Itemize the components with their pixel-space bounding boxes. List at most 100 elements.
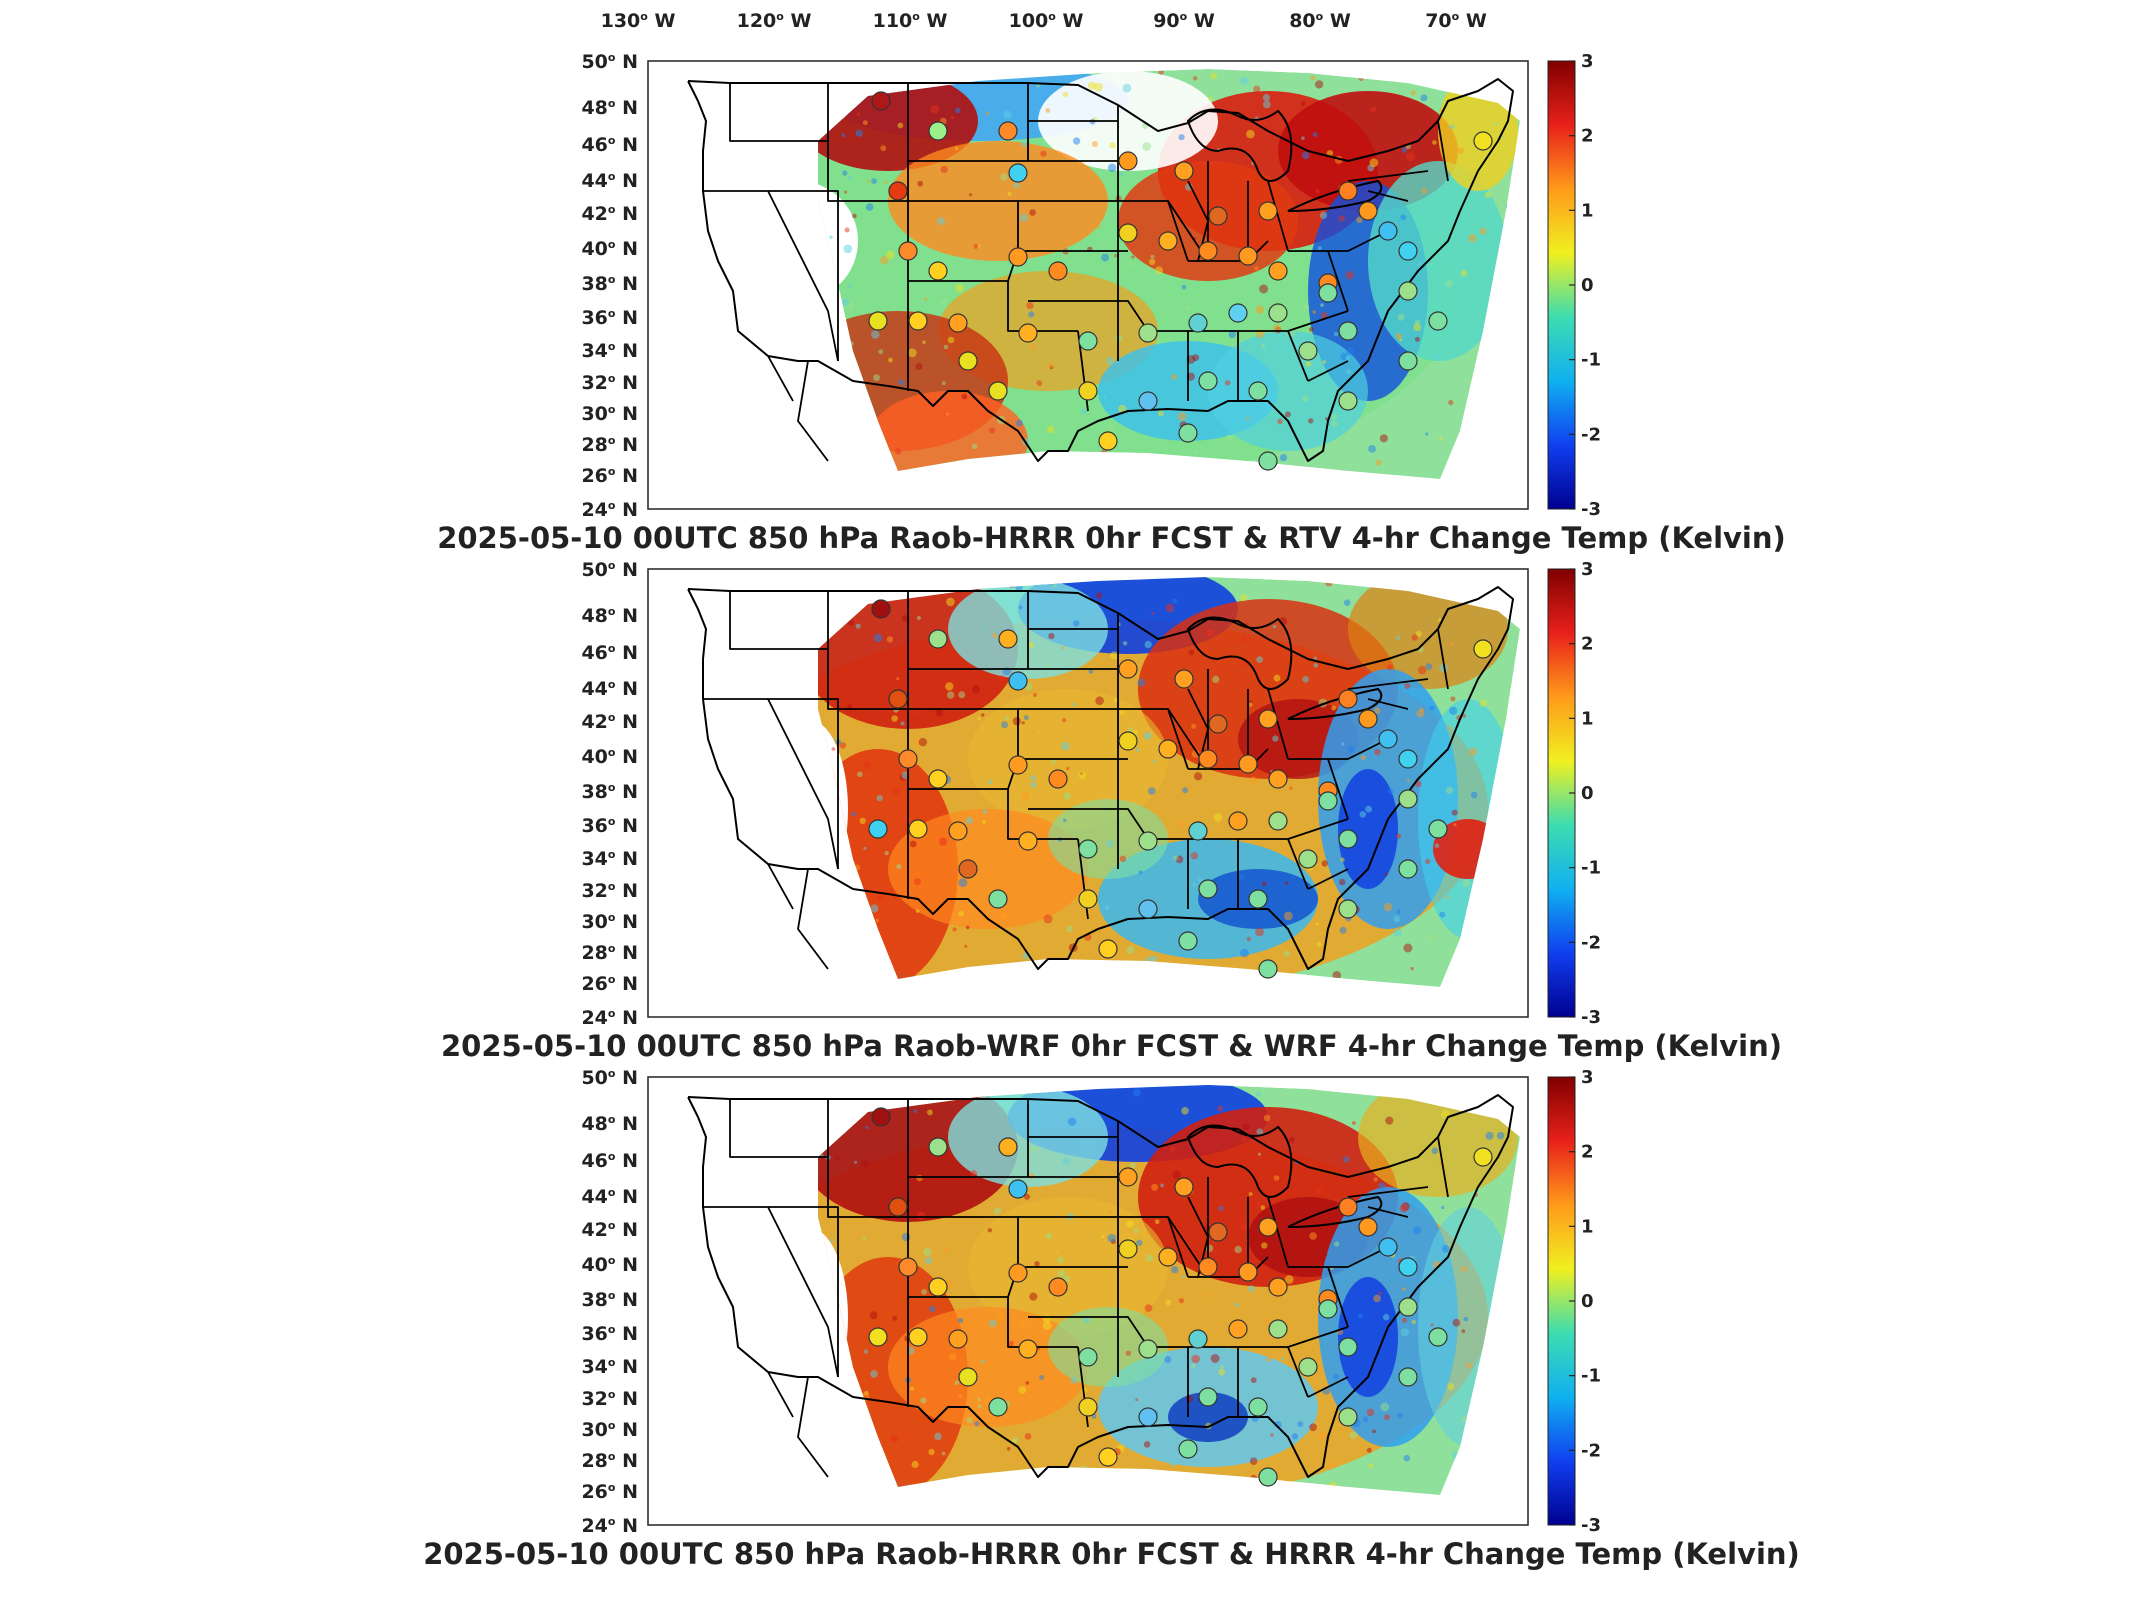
longitude-label: 70o W [1425, 10, 1487, 32]
latitude-label: 32o N [581, 372, 638, 394]
latitude-label: 40o N [581, 746, 638, 768]
raob-station-marker [928, 769, 948, 789]
raob-station-marker [1138, 1407, 1158, 1427]
state-line [703, 190, 839, 361]
raob-station-marker [1398, 1367, 1418, 1387]
colorbar-tick-label: -2 [1581, 1440, 1601, 1461]
raob-station-marker [871, 599, 891, 619]
raob-station-marker [1118, 151, 1138, 171]
state-line [1028, 300, 1149, 332]
state-line [767, 863, 794, 910]
raob-station-marker [1098, 431, 1118, 451]
colorbar-tick-label: 0 [1581, 1291, 1594, 1312]
raob-station-marker [1258, 959, 1278, 979]
map-frame [647, 568, 1529, 1018]
field-region [888, 1307, 1088, 1427]
state-line [767, 355, 794, 402]
state-line [1367, 1206, 1409, 1218]
raob-station-marker [1188, 313, 1208, 333]
raob-stations [868, 91, 1493, 471]
latitude-label: 36o N [581, 815, 638, 837]
state-line [1287, 1346, 1309, 1398]
latitude-label: 30o N [581, 911, 638, 933]
state-line [797, 360, 829, 462]
field-region [1048, 799, 1168, 879]
state-line [1437, 1136, 1449, 1198]
raob-station-marker [1248, 1397, 1268, 1417]
state-line [1288, 230, 1389, 252]
raob-station-marker [1008, 1263, 1028, 1283]
raob-station-marker [1078, 1347, 1098, 1367]
state-line [1367, 698, 1409, 710]
raob-station-marker [1268, 261, 1288, 281]
field-region [1048, 1307, 1168, 1387]
raob-station-marker [1318, 1299, 1338, 1319]
raob-station-marker [998, 629, 1018, 649]
state-line [767, 698, 839, 870]
raob-station-marker [888, 1197, 908, 1217]
colorbar-tick-label: -1 [1581, 1366, 1601, 1387]
latitude-label: 30o N [581, 403, 638, 425]
raob-station-marker [1188, 821, 1208, 841]
raob-station-marker [1298, 341, 1318, 361]
raob-station-marker [1008, 755, 1028, 775]
raob-station-marker [1298, 849, 1318, 869]
raob-station-marker [1198, 241, 1218, 261]
raob-station-marker [1428, 311, 1448, 331]
raob-station-marker [1228, 811, 1248, 831]
raob-station-marker [1268, 1277, 1288, 1297]
raob-station-marker [908, 819, 928, 839]
latitude-label: 38o N [581, 1289, 638, 1311]
state-line [1287, 330, 1309, 382]
raob-station-marker [1238, 754, 1258, 774]
raob-station-marker [928, 121, 948, 141]
state-line [1347, 678, 1429, 690]
raob-station-marker [1428, 1327, 1448, 1347]
raob-station-marker [1178, 423, 1198, 443]
raob-station-marker [1258, 1217, 1278, 1237]
raob-station-marker [1398, 749, 1418, 769]
latitude-label: 24o N [581, 1515, 638, 1537]
raob-station-marker [908, 1327, 928, 1347]
raob-station-marker [1473, 131, 1493, 151]
state-line [729, 591, 909, 789]
raob-station-marker [988, 1397, 1008, 1417]
raob-station-marker [1238, 246, 1258, 266]
raob-station-marker [1078, 1397, 1098, 1417]
great-lakes-east [1287, 1195, 1383, 1228]
latitude-label: 26o N [581, 973, 638, 995]
latitude-label: 40o N [581, 1254, 638, 1276]
great-lakes [1186, 1124, 1293, 1198]
raob-station-marker [1174, 669, 1194, 689]
map-panel-hrrr: 50o N 48o N 46o N 44o N 42o N 40o N 38o N 36o N… [423, 1067, 1800, 1571]
raob-station-marker [1228, 303, 1248, 323]
raob-station-marker [888, 181, 908, 201]
map-frame [647, 1076, 1529, 1526]
longitude-label: 90o W [1153, 10, 1215, 32]
state-boundaries [687, 78, 1514, 462]
colorbar-tick-label: -3 [1581, 1515, 1601, 1536]
raob-station-marker [1248, 381, 1268, 401]
raob-station-marker [1008, 247, 1028, 267]
raob-station-marker [1118, 1239, 1138, 1259]
raob-station-marker [1268, 1319, 1288, 1339]
raob-station-marker [908, 311, 928, 331]
raob-station-marker [1358, 1217, 1378, 1237]
state-line [1307, 1376, 1349, 1398]
raob-station-marker [1118, 731, 1138, 751]
raob-station-marker [1138, 323, 1158, 343]
colorbar: 3 2 1 0 -1 -2 -3 [1547, 51, 1601, 520]
latitude-label: 32o N [581, 1388, 638, 1410]
raob-station-marker [1398, 351, 1418, 371]
state-line [1028, 1316, 1149, 1348]
raob-station-marker [958, 351, 978, 371]
state-line [1287, 838, 1309, 890]
raob-station-marker [1138, 899, 1158, 919]
raob-station-marker [888, 689, 908, 709]
panel-title: 2025-05-10 00UTC 850 hPa Raob-WRF 0hr FC… [441, 1029, 1782, 1063]
panel-title: 2025-05-10 00UTC 850 hPa Raob-HRRR 0hr F… [437, 521, 1786, 555]
raob-station-marker [868, 819, 888, 839]
latitude-label: 40o N [581, 238, 638, 260]
raob-station-marker [928, 1277, 948, 1297]
